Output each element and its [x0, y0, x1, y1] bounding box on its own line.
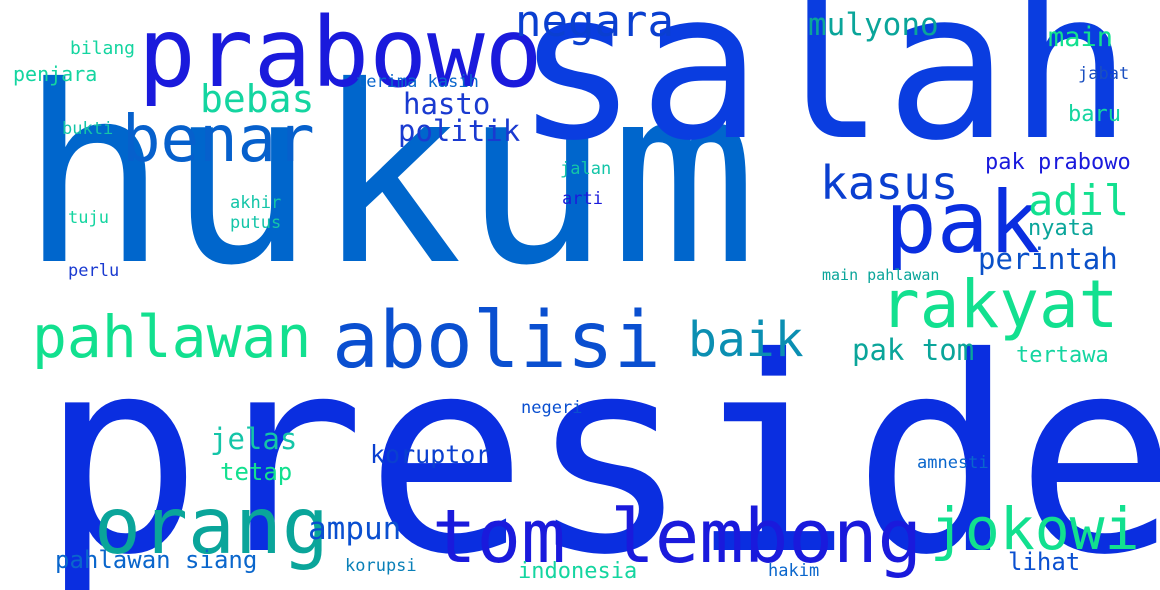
word-presiden: presiden [40, 299, 1160, 590]
word-jokowi: jokowi [930, 495, 1140, 563]
word-bukti: bukti [62, 119, 114, 139]
word-tetap: tetap [220, 458, 293, 486]
word-politik: politik [398, 114, 521, 148]
word-pahlawan: pahlawan [32, 303, 312, 371]
word-tertawa: tertawa [1016, 343, 1109, 368]
word-negara: negara [515, 0, 674, 47]
word-baik: baik [688, 312, 804, 368]
word-hukum: hukum [20, 34, 758, 319]
word-pak-prabowo: pak prabowo [985, 150, 1131, 175]
word-lihat: lihat [1008, 548, 1081, 576]
word-hasto: hasto [403, 87, 491, 121]
word-tuju: tuju [68, 208, 109, 228]
word-bilang: bilang [70, 38, 136, 59]
word-prabowo: prabowo [138, 0, 543, 109]
word-perlu: perlu [68, 261, 120, 281]
word-abolisi: abolisi [332, 296, 661, 386]
word-indonesia: indonesia [518, 559, 638, 584]
word-kasus: kasus [820, 156, 959, 210]
word-terima-kasih: terima kasih [356, 72, 479, 92]
word-pak-tom: pak tom [852, 333, 975, 367]
word-main: main [1048, 22, 1114, 53]
word-nyata: nyata [1028, 216, 1095, 241]
word-jalan: jalan [560, 159, 612, 179]
word-pahlawan-siang: pahlawan siang [55, 546, 258, 574]
word-pak: pak [885, 173, 1041, 273]
word-jelas: jelas [210, 422, 298, 456]
word-benar: benar [122, 103, 315, 177]
word-jabat: jabat [1078, 64, 1130, 84]
word-penjara: penjara [13, 62, 98, 86]
word-adil: adil [1028, 176, 1130, 225]
word-hakim: hakim [768, 561, 820, 581]
word-main-pahlawan: main pahlawan [822, 266, 940, 284]
word-koruptor: koruptor [370, 440, 491, 469]
word-perintah: perintah [978, 242, 1118, 276]
word-arti: arti [562, 189, 603, 209]
word-orang: orang [94, 482, 329, 572]
word-tom-lembong: tom lembong [432, 494, 923, 580]
word-rakyat: rakyat [880, 266, 1119, 343]
word-akhir: akhir [230, 193, 282, 213]
word-baru: baru [1068, 102, 1121, 127]
word-mulyono: mulyono [808, 7, 939, 43]
word-putus: putus [230, 213, 282, 233]
word-amnesti: amnesti [917, 453, 989, 473]
word-korupsi: korupsi [345, 556, 417, 576]
word-negeri: negeri [521, 398, 583, 418]
word-ampun: ampun [308, 511, 402, 547]
word-bebas: bebas [200, 77, 315, 121]
word-salah: salah [515, 0, 1133, 186]
